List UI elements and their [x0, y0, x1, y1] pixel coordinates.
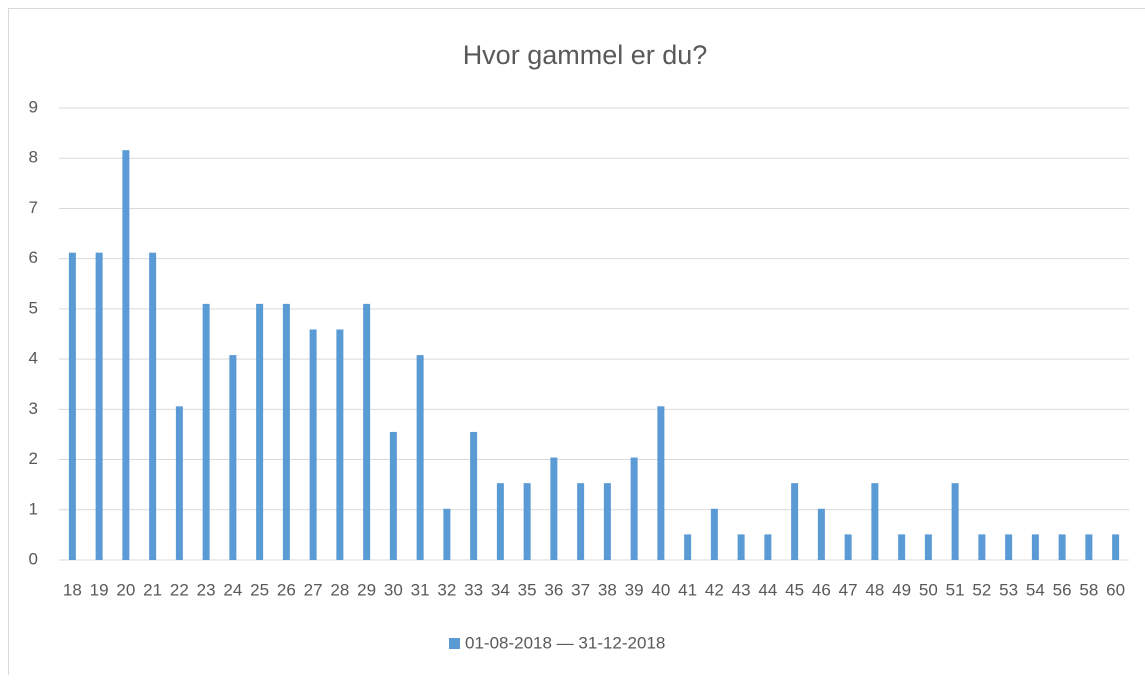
- x-tick-label: 27: [304, 580, 323, 599]
- y-tick-label: 9: [29, 97, 38, 116]
- x-tick-label: 42: [705, 580, 724, 599]
- x-tick-label: 19: [90, 580, 109, 599]
- x-tick-label: 25: [250, 580, 269, 599]
- bar: [577, 483, 584, 560]
- bar: [69, 253, 76, 560]
- x-tick-label: 36: [544, 580, 563, 599]
- x-tick-label: 18: [63, 580, 82, 599]
- bar: [283, 304, 290, 560]
- x-tick-label: 23: [197, 580, 216, 599]
- bar: [898, 534, 905, 560]
- x-tick-label: 54: [1026, 580, 1045, 599]
- bar: [604, 483, 611, 560]
- legend-label: 01-08-2018 — 31-12-2018: [465, 633, 665, 652]
- x-tick-label: 35: [518, 580, 537, 599]
- x-tick-label: 44: [758, 580, 777, 599]
- y-tick-label: 4: [29, 349, 38, 368]
- y-tick-label: 1: [29, 499, 38, 518]
- bar: [738, 534, 745, 560]
- bar: [791, 483, 798, 560]
- bar: [845, 534, 852, 560]
- x-tick-label: 60: [1106, 580, 1125, 599]
- x-tick-label: 30: [384, 580, 403, 599]
- bar: [122, 150, 129, 560]
- y-tick-label: 7: [29, 198, 38, 217]
- chart-title: Hvor gammel er du?: [463, 40, 708, 70]
- x-tick-label: 28: [330, 580, 349, 599]
- bar: [1005, 534, 1012, 560]
- x-tick-label: 56: [1053, 580, 1072, 599]
- bar: [657, 406, 664, 560]
- x-tick-label: 53: [999, 580, 1018, 599]
- x-tick-label: 26: [277, 580, 296, 599]
- bar: [149, 253, 156, 560]
- legend-swatch: [449, 638, 460, 649]
- bar: [203, 304, 210, 560]
- y-tick-label: 5: [29, 298, 38, 317]
- bar: [310, 329, 317, 560]
- x-tick-label: 40: [651, 580, 670, 599]
- x-tick-label: 48: [865, 580, 884, 599]
- x-tick-label: 58: [1079, 580, 1098, 599]
- x-tick-label: 49: [892, 580, 911, 599]
- x-tick-label: 22: [170, 580, 189, 599]
- bar: [336, 329, 343, 560]
- bar: [631, 458, 638, 560]
- bar: [818, 509, 825, 560]
- bar: [978, 534, 985, 560]
- x-tick-label: 34: [491, 580, 510, 599]
- bar: [925, 534, 932, 560]
- bar: [1059, 534, 1066, 560]
- x-tick-label: 46: [812, 580, 831, 599]
- x-tick-label: 31: [411, 580, 430, 599]
- x-tick-label: 38: [598, 580, 617, 599]
- bar: [96, 253, 103, 560]
- x-tick-label: 43: [732, 580, 751, 599]
- x-tick-label: 33: [464, 580, 483, 599]
- bar: [1112, 534, 1119, 560]
- x-tick-label: 29: [357, 580, 376, 599]
- x-tick-label: 24: [223, 580, 242, 599]
- x-tick-label: 47: [839, 580, 858, 599]
- x-tick-label: 52: [972, 580, 991, 599]
- bar: [176, 406, 183, 560]
- bar: [390, 432, 397, 560]
- x-tick-label: 37: [571, 580, 590, 599]
- y-tick-label: 3: [29, 399, 38, 418]
- bar: [1032, 534, 1039, 560]
- bar: [550, 458, 557, 560]
- bar: [470, 432, 477, 560]
- y-tick-label: 6: [29, 248, 38, 267]
- bar: [684, 534, 691, 560]
- x-tick-label: 32: [437, 580, 456, 599]
- x-tick-label: 41: [678, 580, 697, 599]
- x-tick-label: 50: [919, 580, 938, 599]
- bar: [229, 355, 236, 560]
- bar: [417, 355, 424, 560]
- bar: [1085, 534, 1092, 560]
- bar: [497, 483, 504, 560]
- bar: [871, 483, 878, 560]
- x-tick-label: 51: [946, 580, 965, 599]
- bar: [363, 304, 370, 560]
- y-tick-label: 2: [29, 449, 38, 468]
- bar: [524, 483, 531, 560]
- x-tick-label: 45: [785, 580, 804, 599]
- bar: [256, 304, 263, 560]
- y-tick-label: 0: [29, 549, 38, 568]
- bar: [711, 509, 718, 560]
- x-tick-label: 21: [143, 580, 162, 599]
- bar: [764, 534, 771, 560]
- y-tick-label: 8: [29, 148, 38, 167]
- x-tick-label: 39: [625, 580, 644, 599]
- bar: [952, 483, 959, 560]
- x-tick-label: 20: [116, 580, 135, 599]
- bar: [443, 509, 450, 560]
